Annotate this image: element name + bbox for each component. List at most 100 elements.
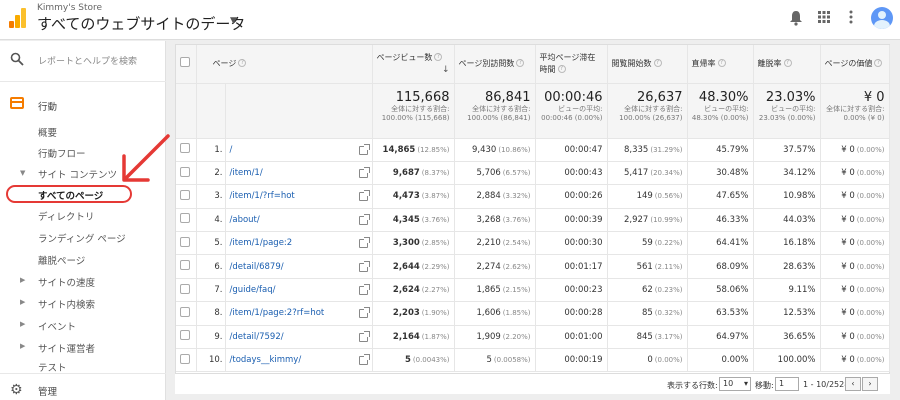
page-cell[interactable]: /detail/6879/ [225, 254, 373, 279]
bell-icon[interactable] [787, 10, 805, 28]
row-checkbox[interactable] [176, 301, 197, 326]
open-external-icon[interactable] [358, 284, 370, 296]
sidebar-item-overview[interactable]: 概要 [38, 128, 58, 139]
table-row[interactable]: 7./guide/faq/2,624 (2.27%) 1,865 (2.15%) 00:… [176, 278, 890, 303]
page-link[interactable]: /item/1/page:2 [229, 238, 293, 249]
sidebar-item-site-search[interactable]: サイト内検索 [38, 300, 96, 311]
select-all-checkbox[interactable] [176, 45, 197, 84]
page-cell[interactable]: /item/1/?rf=hot [225, 184, 373, 209]
col-header-pageviews[interactable]: ページビュー数? ↓ [372, 45, 455, 84]
expand-arrow-icon[interactable]: ▶ [20, 298, 26, 306]
row-checkbox[interactable] [176, 138, 197, 162]
open-external-icon[interactable] [358, 260, 370, 272]
sidebar-item-site-content[interactable]: サイト コンテンツ [38, 170, 118, 181]
page-link[interactable]: /item/1/ [229, 168, 263, 179]
row-checkbox[interactable] [176, 278, 197, 303]
sidebar-item-admin[interactable]: 管理 [38, 387, 58, 398]
row-checkbox[interactable] [176, 325, 197, 350]
caret-down-icon[interactable]: ▼ [230, 16, 237, 26]
open-external-icon[interactable] [358, 330, 370, 342]
account-name[interactable]: Kimmy's Store [37, 3, 103, 13]
table-row[interactable]: 4./about/4,345 (3.76%) 3,268 (3.76%) 00:00:3… [176, 208, 890, 233]
sidebar-item-events[interactable]: イベント [38, 322, 77, 333]
property-selector[interactable]: すべてのウェブサイトのデータ [37, 15, 246, 33]
expand-arrow-icon[interactable]: ▶ [20, 320, 26, 328]
table-row[interactable]: 1./ 14,865 (12.85%) 9,430 (10.86%) 00:00:47 8,… [176, 138, 890, 162]
row-checkbox[interactable] [176, 208, 197, 233]
avatar[interactable] [871, 7, 893, 29]
sidebar-section-behavior[interactable]: 行動 [38, 102, 58, 113]
page-link[interactable]: / [229, 144, 233, 155]
page-link[interactable]: /about/ [229, 214, 260, 225]
row-checkbox[interactable] [176, 161, 197, 186]
row-checkbox[interactable] [176, 231, 197, 256]
sidebar-item-all-pages[interactable]: すべてのページ [38, 191, 104, 202]
page-cell[interactable]: /about/ [225, 208, 373, 233]
page-cell[interactable]: /item/1/page:2?rf=hot [225, 301, 373, 326]
rows-per-page-select[interactable]: 10 [719, 377, 751, 391]
prev-page-button[interactable]: ‹ [845, 377, 861, 391]
col-header-bounce[interactable]: 直帰率? [687, 45, 754, 84]
page-link[interactable]: /guide/faq/ [229, 285, 276, 296]
page-range: 1 - 10/2528 [803, 380, 850, 389]
table-row[interactable]: 10./todays__kimmy/5 (0.0043%) 5 (0.0058%) 00… [176, 348, 890, 373]
expanded-arrow-icon[interactable]: ▼ [20, 169, 26, 177]
open-external-icon[interactable] [358, 237, 370, 249]
next-page-button[interactable]: › [862, 377, 878, 391]
goto-page-input[interactable]: 1 [775, 377, 799, 391]
apps-grid-icon[interactable] [815, 10, 833, 28]
page-cell[interactable]: /item/1/page:2 [225, 231, 373, 256]
open-external-icon[interactable] [358, 213, 370, 225]
sidebar-item-flow[interactable]: 行動フロー [38, 149, 86, 160]
unique-cell: 1,865 (2.15%) [454, 278, 536, 303]
row-checkbox[interactable] [176, 184, 197, 209]
open-external-icon[interactable] [358, 354, 370, 366]
report-search[interactable]: レポートとヘルプを検索 [0, 49, 166, 71]
sidebar-item-publisher[interactable]: サイト運営者 [38, 344, 96, 355]
page-link[interactable]: /item/1/?rf=hot [229, 191, 295, 202]
col-header-exit[interactable]: 離脱率? [753, 45, 821, 84]
table-row[interactable]: 3./item/1/?rf=hot 4,473 (3.87%) 2,884 (3.32%… [176, 184, 890, 209]
gear-icon[interactable]: ⚙ [10, 382, 23, 398]
sidebar-item-site-speed[interactable]: サイトの速度 [38, 278, 96, 289]
more-vert-icon[interactable] [842, 10, 860, 28]
analytics-logo-icon[interactable] [9, 8, 27, 28]
col-header-page[interactable]: ページ? [196, 45, 373, 84]
table-row[interactable]: 8./item/1/page:2?rf=hot 2,203 (1.90%) 1,606… [176, 301, 890, 326]
page-cell[interactable]: /item/1/ [225, 161, 373, 186]
value-cell: ¥ 0 (0.00%) [820, 231, 890, 256]
help-icon: ? [653, 59, 662, 68]
sidebar-item-exit-pages[interactable]: 離脱ページ [38, 256, 86, 267]
page-cell[interactable]: /todays__kimmy/ [225, 348, 373, 373]
table-row[interactable]: 6./detail/6879/2,644 (2.29%) 2,274 (2.62%) 0… [176, 254, 890, 279]
table-row[interactable]: 2./item/1/9,687 (8.37%) 5,706 (6.57%) 00:00:… [176, 161, 890, 186]
sidebar-item-landing-pages[interactable]: ランディング ページ [38, 234, 126, 245]
row-checkbox[interactable] [176, 348, 197, 373]
open-external-icon[interactable] [358, 190, 370, 202]
page-link[interactable]: /detail/6879/ [229, 261, 284, 272]
page-cell[interactable]: /detail/7592/ [225, 325, 373, 350]
exit-cell: 44.03% [753, 208, 821, 233]
expand-arrow-icon[interactable]: ▶ [20, 276, 26, 284]
table-row[interactable]: 5./item/1/page:2 3,300 (2.85%) 2,210 (2.54%)… [176, 231, 890, 256]
col-header-unique[interactable]: ページ別訪問数? [454, 45, 536, 84]
col-header-value[interactable]: ページの価値? [820, 45, 890, 84]
col-header-entrances[interactable]: 閲覧開始数? [607, 45, 688, 84]
sidebar-item-test[interactable]: テスト [38, 363, 67, 374]
page-cell[interactable]: / [225, 138, 373, 162]
avg-time-cell: 00:00:43 [535, 161, 608, 186]
pageviews-cell: 5 (0.0043%) [372, 348, 455, 373]
open-external-icon[interactable] [358, 307, 370, 319]
expand-arrow-icon[interactable]: ▶ [20, 342, 26, 350]
page-link[interactable]: /detail/7592/ [229, 331, 284, 342]
open-external-icon[interactable] [358, 143, 370, 155]
table-row[interactable]: 9./detail/7592/2,164 (1.87%) 1,909 (2.20%) 0… [176, 325, 890, 350]
page-link[interactable]: /todays__kimmy/ [229, 355, 302, 366]
open-external-icon[interactable] [358, 167, 370, 179]
page-link[interactable]: /item/1/page:2?rf=hot [229, 308, 325, 319]
page-cell[interactable]: /guide/faq/ [225, 278, 373, 303]
col-header-avg-time[interactable]: 平均ページ滞在時間? [535, 45, 608, 84]
sidebar-item-directory[interactable]: ディレクトリ [38, 212, 95, 223]
row-checkbox[interactable] [176, 254, 197, 279]
search-input[interactable]: レポートとヘルプを検索 [38, 57, 138, 67]
